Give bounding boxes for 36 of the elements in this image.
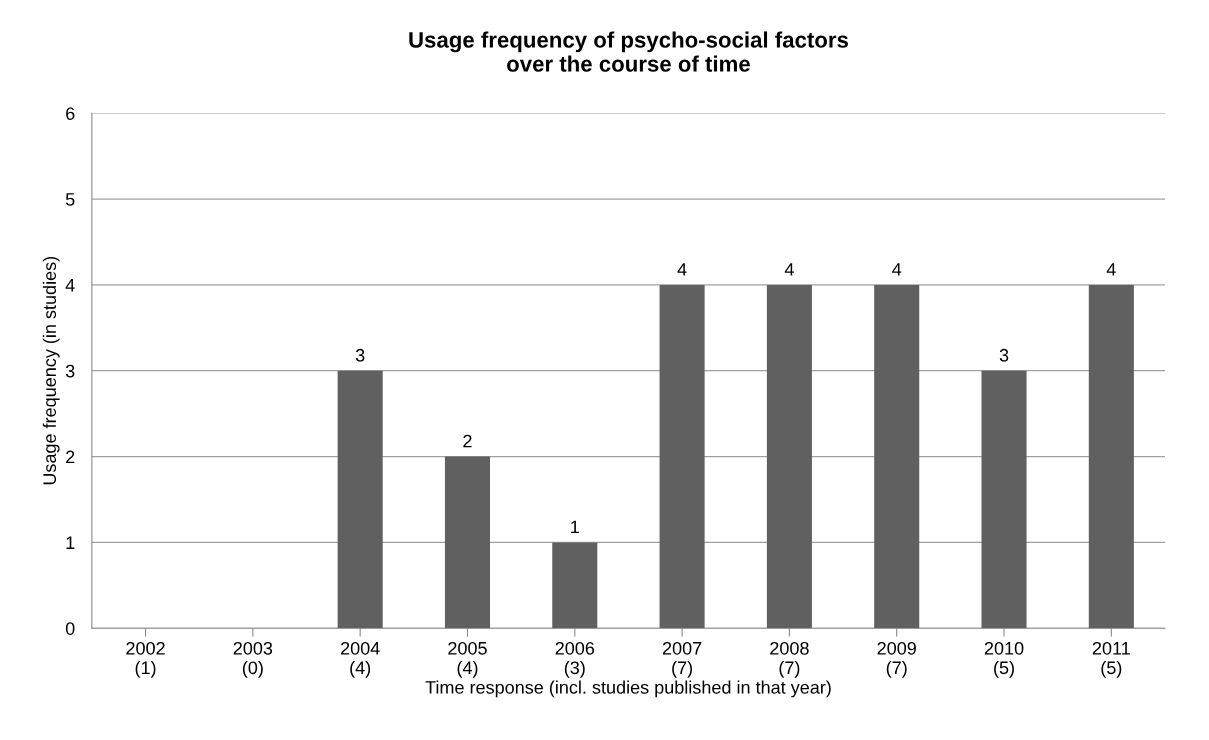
data-label: 4 [892, 263, 902, 276]
x-tick-label: 2011 (5) [1092, 641, 1130, 678]
x-tick-label: 2004 (4) [340, 641, 380, 678]
bar [337, 370, 383, 629]
chart-title: Usage frequency of psycho-social factors over the course of time [409, 31, 848, 72]
bar [552, 542, 598, 629]
data-label: 1 [571, 520, 579, 534]
y-tick-label: 1 [66, 536, 75, 549]
x-tick-label: 2008 (7) [770, 641, 809, 678]
y-tick-label: 5 [65, 193, 75, 206]
data-label: 3 [999, 348, 1009, 362]
bar [659, 284, 705, 629]
x-tick-label: 2009 (7) [877, 641, 916, 678]
bar [766, 284, 812, 629]
x-tick-label: 2010 (5) [984, 641, 1024, 678]
bar [1088, 284, 1134, 629]
x-tick-label: 2002 (1) [126, 641, 165, 678]
bar [981, 370, 1027, 629]
data-label: 4 [784, 263, 794, 276]
bar [874, 284, 920, 629]
y-tick-label: 6 [66, 107, 75, 120]
y-tick-label: 3 [65, 364, 75, 378]
data-label: 3 [355, 348, 365, 362]
data-label: 4 [677, 263, 687, 276]
y-tick-label: 4 [65, 279, 75, 292]
x-tick-label: 2006 (3) [555, 641, 595, 678]
y-tick-label: 2 [66, 450, 75, 464]
data-label: 2 [463, 434, 472, 448]
x-tick-label: 2003 (0) [233, 641, 273, 678]
x-axis-title: Time response (incl. studies published in that year) [425, 680, 831, 698]
x-tick-label: 2005 (4) [448, 641, 487, 678]
y-axis-title: Usage frequency (in studies) [42, 256, 60, 485]
x-tick-label: 2007 (7) [662, 641, 702, 678]
bar [444, 456, 491, 629]
y-tick-label: 0 [65, 622, 75, 635]
data-label: 4 [1106, 263, 1116, 276]
